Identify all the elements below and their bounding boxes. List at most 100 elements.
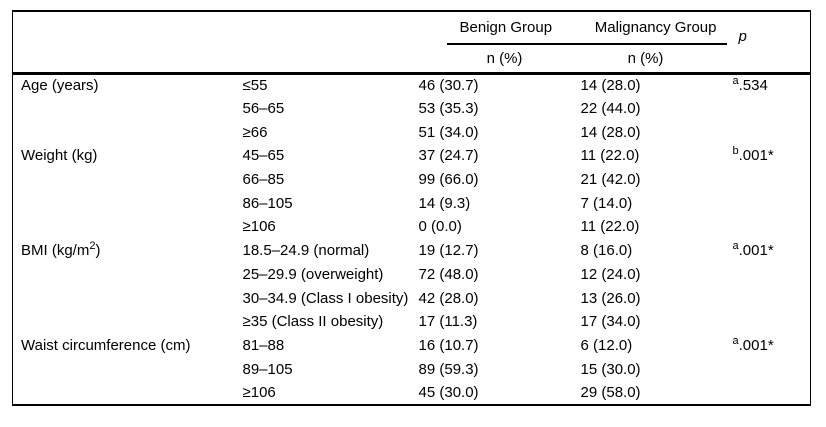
category-cell: 86–105 (242, 194, 293, 212)
row-group-label-suffix: ) (95, 242, 101, 260)
row-group-label-text: Weight (kg) (21, 147, 98, 165)
malignancy-value-cell: 6 (12.0) (580, 336, 633, 354)
benign-value-cell: 14 (9.3) (418, 194, 471, 212)
malignancy-value-cell: 14 (28.0) (580, 77, 641, 95)
category-cell: 56–65 (242, 100, 285, 118)
category-cell: ≥106 (242, 218, 276, 236)
category-cell: ≥35 (Class II obesity) (242, 313, 384, 331)
row-group-label-superscript: 2 (89, 240, 96, 253)
row-group-label (13, 215, 241, 239)
category-cell: 81–88 (242, 336, 285, 354)
malignancy-value-cell: 11 (22.0) (580, 147, 640, 165)
p-value-cell: a.001* (721, 334, 811, 358)
malignancy-value-cell: 22 (44.0) (580, 100, 641, 118)
table-row: 56–65 53 (35.3) 22 (44.0) (13, 97, 811, 121)
table-row: Age (years) ≤55 46 (30.7) 14 (28.0) a.53… (13, 73, 811, 97)
malignancy-group-header: Malignancy Group (594, 19, 717, 36)
p-value-cell (721, 120, 811, 144)
p-value: .534 (738, 77, 768, 95)
header-row-sub: n (%) n (%) (12, 45, 811, 75)
malignancy-subheader: n (%) (570, 45, 721, 75)
benign-value-cell: 51 (34.0) (418, 123, 479, 141)
p-value-cell (721, 286, 811, 310)
p-value-cell: b.001* (721, 144, 811, 168)
row-group-label (13, 310, 241, 334)
row-group-label (13, 263, 241, 287)
group-header-cell: Benign Group Malignancy Group (411, 11, 727, 45)
subheader-empty-label (12, 45, 241, 75)
benign-subheader: n (%) (410, 45, 571, 75)
row-group-label (13, 191, 241, 215)
benign-value-cell: 17 (11.3) (418, 313, 478, 331)
category-cell: 66–85 (242, 171, 285, 189)
category-cell: ≥106 (242, 383, 276, 401)
p-value-cell (721, 310, 811, 334)
p-value-cell (721, 97, 811, 121)
p-value-cell (721, 263, 811, 287)
p-superscript: a (732, 75, 739, 88)
benign-value-cell: 0 (0.0) (418, 218, 462, 236)
benign-value-cell: 37 (24.7) (418, 147, 479, 165)
malignancy-value-cell: 15 (30.0) (580, 360, 641, 378)
row-group-label (13, 357, 241, 381)
malignancy-value-cell: 11 (22.0) (580, 218, 640, 236)
benign-value-cell: 19 (12.7) (418, 242, 479, 260)
row-group-label: Waist circumference (cm) (13, 334, 241, 358)
benign-value-cell: 99 (66.0) (418, 171, 479, 189)
row-group-label (13, 120, 241, 144)
subheader-empty-p (720, 45, 811, 75)
p-header: p (738, 28, 747, 45)
malignancy-value-cell: 13 (26.0) (580, 289, 641, 307)
table-row: 25–29.9 (overweight) 72 (48.0) 12 (24.0) (13, 263, 811, 287)
row-group-label-text: Waist circumference (cm) (21, 336, 191, 354)
p-value: .001* (738, 242, 774, 260)
table-row: Weight (kg) 45–65 37 (24.7) 11 (22.0) b.… (13, 144, 811, 168)
row-group-label (13, 97, 241, 121)
p-value-cell (721, 191, 811, 215)
header-empty-label (13, 11, 241, 45)
p-superscript: b (732, 145, 739, 158)
table-row: ≥35 (Class II obesity) 17 (11.3) 17 (34.… (13, 310, 811, 334)
table-row: ≥106 45 (30.0) 29 (58.0) (13, 381, 811, 405)
table-body: Age (years) ≤55 46 (30.7) 14 (28.0) a.53… (13, 73, 811, 405)
table-row: BMI (kg/m2) 18.5–24.9 (normal) 19 (12.7)… (13, 239, 811, 263)
table-row: 66–85 99 (66.0) 21 (42.0) (13, 168, 811, 192)
table-row: ≥106 0 (0.0) 11 (22.0) (13, 215, 811, 239)
benign-value-cell: 16 (10.7) (418, 336, 479, 354)
category-cell: 30–34.9 (Class I obesity) (242, 289, 409, 307)
benign-group-header: Benign Group (459, 19, 553, 36)
row-group-label (13, 286, 241, 310)
benign-value-cell: 72 (48.0) (418, 265, 479, 283)
row-group-label (13, 381, 241, 405)
p-value: .001* (738, 147, 774, 165)
malignancy-value-cell: 17 (34.0) (580, 313, 641, 331)
row-group-label-text: BMI (kg/m (21, 242, 90, 260)
header-empty-category (241, 11, 411, 45)
p-value-cell (721, 168, 811, 192)
malignancy-value-cell: 29 (58.0) (580, 383, 641, 401)
p-value-cell: a.534 (721, 73, 811, 97)
category-cell: 25–29.9 (overweight) (242, 265, 384, 283)
table-row: ≥66 51 (34.0) 14 (28.0) (13, 120, 811, 144)
category-cell: 45–65 (242, 147, 285, 165)
table-row: 89–105 89 (59.3) 15 (30.0) (13, 357, 811, 381)
benign-value-cell: 53 (35.3) (418, 100, 479, 118)
p-value-cell (721, 381, 811, 405)
malignancy-value-cell: 12 (24.0) (580, 265, 641, 283)
malignancy-value-cell: 8 (16.0) (580, 242, 633, 260)
p-value-cell (721, 215, 811, 239)
category-cell: 89–105 (242, 360, 293, 378)
subheader-empty-category (240, 45, 411, 75)
row-group-label: Weight (kg) (13, 144, 241, 168)
p-value-cell (721, 357, 811, 381)
table-row: 86–105 14 (9.3) 7 (14.0) (13, 191, 811, 215)
malignancy-value-cell: 14 (28.0) (580, 123, 641, 141)
p-value-cell: a.001* (721, 239, 811, 263)
row-group-label: Age (years) (13, 73, 241, 97)
row-group-label-text: Age (years) (21, 77, 99, 95)
category-cell: ≤55 (242, 77, 268, 95)
p-superscript: a (732, 334, 739, 347)
benign-value-cell: 42 (28.0) (418, 289, 479, 307)
header-row-groups: Benign Group Malignancy Group p (13, 11, 811, 45)
malignancy-value-cell: 7 (14.0) (580, 194, 633, 212)
